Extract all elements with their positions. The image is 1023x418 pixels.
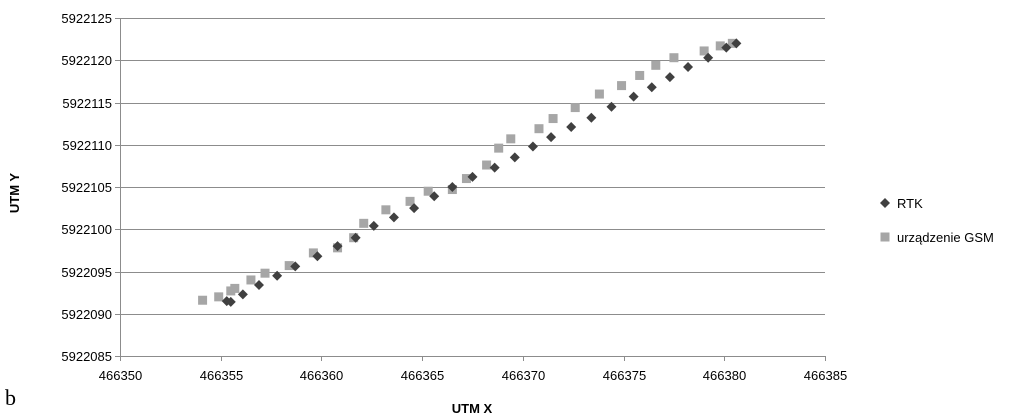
rtk-point [586,112,597,123]
rtk-point [566,122,577,133]
y-tick-label: 5922125 [61,11,112,26]
rtk-point [646,82,657,93]
x-tick-label: 466350 [99,368,142,383]
gsm-point [506,134,516,144]
y-tick-label: 5922090 [61,307,112,322]
legend-label: urządzenie GSM [897,230,994,245]
y-tick-label: 5922095 [61,265,112,280]
x-tick-labels: 466350 466355 466360 466365 466370 466375 4663… [99,368,847,383]
gsm-point [423,186,433,196]
gsm-point [669,53,679,63]
x-tick-label: 466380 [703,368,746,383]
rtk-point [350,232,361,243]
x-tick-label: 466385 [804,368,847,383]
gsm-point [494,143,504,153]
gsm-point [699,46,709,56]
gsm-point [308,248,318,258]
rtk-point [731,38,742,49]
rtk-point [489,162,500,173]
gsm-point [715,41,725,51]
gsm-point [198,295,208,305]
gsm-point [214,292,224,302]
y-tick-label: 5922120 [61,53,112,68]
gsm-point [246,275,256,285]
legend-entry: RTK [880,196,923,211]
rtk-point [272,270,283,281]
rtk-point [527,141,538,152]
rtk-point [509,152,520,163]
gsm-point [405,196,415,206]
rtk-point [721,42,732,53]
gsm-point [570,103,580,113]
axes [115,18,826,361]
gsm-point [617,81,627,91]
x-tick-label: 466355 [200,368,243,383]
y-tick-label: 5922100 [61,222,112,237]
x-tick-label: 466375 [603,368,646,383]
gsm-point [461,174,471,184]
y-axis-title: UTM Y [7,173,22,214]
x-tick-label: 466370 [502,368,545,383]
gsm-point [482,160,492,170]
gsm-point [548,114,558,124]
gsm-point [359,218,369,228]
y-tick-label: 5922115 [62,96,112,111]
gsm-point [534,124,544,134]
rtk-point [368,220,379,231]
y-tick-labels: 5922085 5922090 5922095 5922100 5922105 59221… [61,11,112,364]
gridlines [120,18,825,357]
legend: RTK urządzenie GSM [880,196,994,245]
rtk-point [606,101,617,112]
y-tick-label: 5922105 [61,180,112,195]
y-tick-label: 5922085 [61,349,112,364]
x-tick-label: 466365 [401,368,444,383]
gsm-point [260,268,270,278]
rtk-point [546,132,557,143]
gsm-point [651,60,661,70]
rtk-point [429,191,440,202]
rtk-point [388,212,399,223]
rtk-point [332,241,343,252]
rtk-point [703,52,714,63]
rtk-point [467,171,478,182]
legend-entry: urządzenie GSM [880,230,994,245]
rtk-point [237,289,248,300]
gsm-point [635,70,645,80]
rtk-point [664,72,675,83]
gsm-point [381,205,391,215]
rtk-point [628,91,639,102]
rtk-point [290,261,301,272]
x-axis-title: UTM X [452,401,493,416]
rtk-point [312,251,323,262]
x-tick-label: 466360 [300,368,343,383]
rtk-point [447,182,458,192]
legend-diamond-marker [880,198,890,208]
gsm-point [230,283,240,293]
y-tick-label: 5922110 [62,138,112,153]
legend-square-marker [880,232,890,242]
data-points [198,38,742,307]
gsm-point [284,261,294,271]
panel-label: b [5,385,16,410]
legend-label: RTK [897,196,923,211]
rtk-point [683,62,694,73]
rtk-point [253,280,264,291]
rtk-point [409,203,420,214]
rtk-point [225,296,236,307]
gsm-point [594,89,604,99]
